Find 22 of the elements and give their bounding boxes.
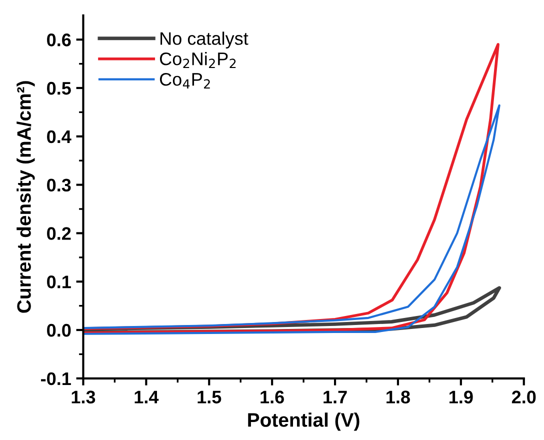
x-tick-label: 1.8	[386, 390, 410, 404]
x-axis-title: Potential (V)	[248, 412, 360, 431]
legend-label: Co$_{2}$Ni$_{2}$P$_{2}$	[160, 52, 236, 68]
x-tick-label: 1.6	[260, 390, 284, 404]
y-tick-label: -0.1	[41, 372, 71, 386]
y-tick-label: 0.2	[47, 227, 71, 240]
x-tick-label: 1.9	[450, 390, 473, 404]
y-tick-label: 0.3	[47, 178, 71, 192]
x-tick-label: 1.3	[72, 390, 96, 404]
x-tick-label: 1.5	[198, 390, 222, 404]
y-tick-label: 0.6	[47, 34, 71, 46]
x-tick-label: 1.4	[134, 390, 159, 404]
line-series	[83, 104, 500, 335]
x-tick-label: 1.7	[324, 390, 347, 404]
y-tick-label: 0.4	[47, 130, 72, 144]
x-tick-label: 2.0	[512, 390, 536, 404]
legend-label: Co$_{4}$P$_{2}$	[160, 72, 210, 89]
y-tick-label: 0.1	[47, 276, 71, 288]
y-tick-label: 0.0	[47, 324, 71, 337]
y-axis-title: Current density (mA/cm²)	[16, 81, 35, 313]
legend-label: No catalyst	[160, 32, 248, 48]
y-tick-label: 0.5	[47, 82, 71, 95]
